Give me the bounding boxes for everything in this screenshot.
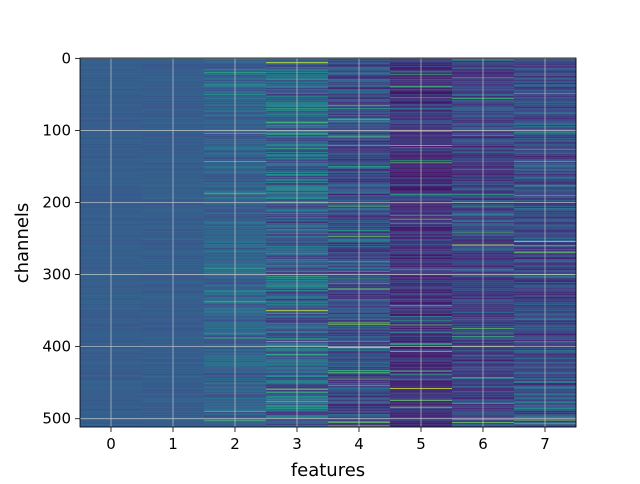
y-axis-label: channels [12,203,33,284]
y-tick-label: 300 [42,266,71,284]
x-tick-label: 5 [416,435,426,453]
x-tick-label: 4 [354,435,364,453]
x-tick-label: 1 [168,435,178,453]
y-tick-label: 500 [42,410,71,428]
y-tick-label: 0 [61,49,71,67]
x-axis-ticks: 0 1 2 3 4 5 6 7 [106,427,550,453]
y-axis-ticks: 0 100 200 300 400 500 [42,49,80,428]
plot-frame [79,57,577,428]
x-axis-label: features [291,460,365,480]
x-tick-label: 6 [478,435,488,453]
heatmap-cells [80,58,577,428]
x-tick-label: 3 [292,435,302,453]
grid-lines [80,57,576,427]
y-tick-label: 400 [42,338,71,356]
x-tick-label: 0 [106,435,116,453]
y-tick-label: 200 [42,194,71,212]
y-tick-label: 100 [42,121,71,139]
x-tick-label: 2 [230,435,240,453]
x-tick-label: 7 [540,435,550,453]
